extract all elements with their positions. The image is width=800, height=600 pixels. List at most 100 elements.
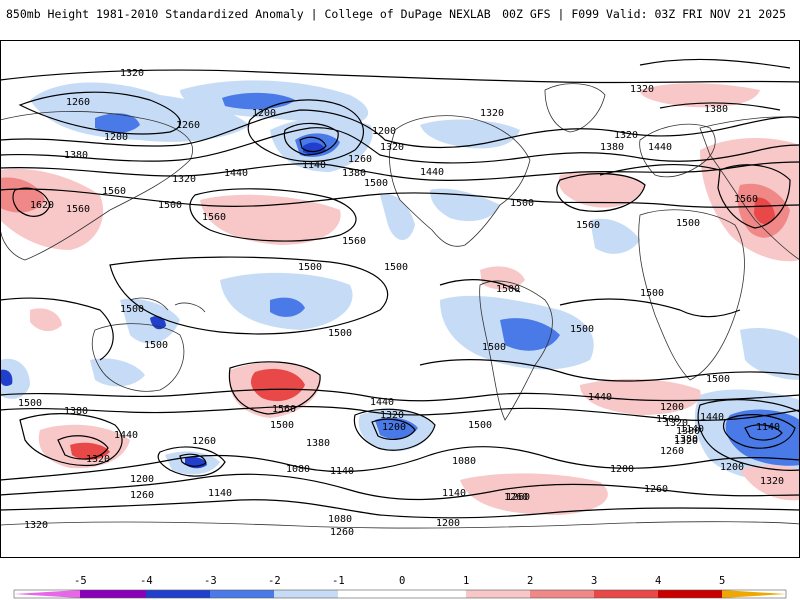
anomaly-area-pos bbox=[30, 308, 62, 332]
contour-label: 1380 bbox=[64, 150, 88, 161]
contour-label: 1260 bbox=[192, 436, 216, 447]
colorbar-tick-label: -2 bbox=[268, 575, 281, 587]
contour-label: 1560 bbox=[66, 204, 90, 215]
anomaly-area-neg bbox=[222, 92, 295, 110]
contour-label: 1440 bbox=[224, 168, 248, 179]
colorbar-seg-zero-pos bbox=[402, 590, 466, 598]
contour-label: 1380 bbox=[64, 406, 88, 417]
contour-label: 1320 bbox=[172, 174, 196, 185]
coastline-australia bbox=[91, 323, 185, 392]
contour-label: 1200 bbox=[610, 464, 634, 475]
contour-label: 1500 bbox=[676, 218, 700, 229]
contour-label: 1380 bbox=[600, 142, 624, 153]
contour-label: 1560 bbox=[102, 186, 126, 197]
colorbar-tick-label: 1 bbox=[463, 575, 469, 587]
anomaly-area-neg bbox=[0, 369, 13, 386]
contour-line bbox=[0, 388, 800, 402]
contour-line bbox=[228, 361, 321, 415]
model-run-info: 00Z GFS | F099 Valid: 03Z FRI NOV 21 202… bbox=[502, 7, 786, 21]
contour-label: 1140 bbox=[756, 422, 780, 433]
colorbar-segments bbox=[13, 589, 787, 599]
coastline-antarctica bbox=[0, 521, 800, 529]
colorbar-tick-label: 5 bbox=[719, 575, 725, 587]
colorbar-seg-pos3 bbox=[594, 590, 658, 598]
contour-line bbox=[744, 424, 783, 441]
colorbar-seg-pos2 bbox=[530, 590, 594, 598]
coastline-indonesia bbox=[129, 297, 206, 313]
contour-label: 1200 bbox=[660, 402, 684, 413]
contour-line bbox=[57, 435, 109, 460]
coastline-africa bbox=[638, 209, 745, 381]
contour-label: 1260 bbox=[330, 527, 354, 538]
anomaly-area-pos bbox=[558, 171, 645, 208]
anomaly-area-neg bbox=[0, 358, 30, 399]
contour-label: 1080 bbox=[286, 464, 310, 475]
contour-line bbox=[299, 136, 327, 153]
anomaly-map: 1320 1260 1200 1260 1380 1320 1200 1140 … bbox=[0, 40, 800, 558]
contour-label: 1320 bbox=[86, 454, 110, 465]
anomaly-area-pos bbox=[580, 378, 701, 415]
contour-label: 1560 bbox=[272, 404, 296, 415]
contour-line bbox=[371, 418, 416, 440]
anomaly-area-neg bbox=[725, 409, 800, 466]
colorbar-tick-label: 4 bbox=[655, 575, 661, 587]
colorbar-seg-neg3 bbox=[146, 590, 210, 598]
coastline-south-america bbox=[479, 280, 553, 421]
contour-label: 1500 bbox=[656, 414, 680, 425]
contour-label: 1320 bbox=[674, 436, 698, 447]
coastlines bbox=[0, 83, 800, 529]
contour-labels: 1320 1260 1200 1260 1380 1320 1200 1140 … bbox=[18, 68, 784, 538]
contour-label: 1500 bbox=[496, 284, 520, 295]
anomaly-area-neg bbox=[95, 113, 140, 133]
contour-line bbox=[0, 69, 800, 84]
contour-label: 1200 bbox=[720, 462, 744, 473]
map-title: 850mb Height 1981-2010 Standardized Anom… bbox=[6, 7, 491, 21]
anomaly-area-neg bbox=[90, 358, 145, 387]
contour-label: 1320 bbox=[120, 68, 144, 79]
contour-label: 1500 bbox=[158, 200, 182, 211]
contour-label: 1140 bbox=[208, 488, 232, 499]
colorbar-seg-pos1 bbox=[466, 590, 530, 598]
colorbar-arrow-right bbox=[722, 590, 786, 598]
anomaly-area-neg bbox=[430, 188, 500, 222]
contour-line bbox=[0, 279, 741, 361]
contour-label: 1440 bbox=[420, 167, 444, 178]
contour-label: 1260 bbox=[644, 484, 668, 495]
contour-label: 1320 bbox=[630, 84, 654, 95]
contour-label: 1200 bbox=[436, 518, 460, 529]
contour-line bbox=[0, 473, 800, 501]
contour-line bbox=[157, 446, 226, 477]
colorbar-tick-label: -4 bbox=[140, 575, 153, 587]
coastline-asia-east bbox=[699, 116, 800, 261]
contour-label: 1560 bbox=[202, 212, 226, 223]
colorbar-tick-label: -1 bbox=[332, 575, 345, 587]
colorbar-seg-neg4 bbox=[80, 590, 146, 598]
contour-label: 1140 bbox=[302, 160, 326, 171]
coastline-north-america bbox=[389, 115, 531, 247]
contour-line bbox=[353, 408, 436, 451]
contour-line bbox=[599, 163, 721, 176]
colorbar-tick-label: 3 bbox=[591, 575, 597, 587]
anomaly-area-neg bbox=[590, 218, 640, 254]
contour-label: 1320 bbox=[664, 418, 688, 429]
contour-label: 1560 bbox=[342, 236, 366, 247]
contour-line bbox=[0, 109, 800, 149]
anomaly-area-neg bbox=[740, 328, 800, 380]
contour-label: 1320 bbox=[24, 520, 48, 531]
contour-label: 1140 bbox=[680, 424, 704, 435]
contour-line bbox=[419, 359, 800, 382]
contour-line bbox=[0, 405, 800, 422]
contour-label: 1440 bbox=[114, 430, 138, 441]
contour-label: 1500 bbox=[384, 262, 408, 273]
contour-label: 1500 bbox=[328, 328, 352, 339]
coastline-greenland bbox=[544, 83, 606, 133]
colorbar-tick-label: -5 bbox=[74, 575, 87, 587]
anomaly-area-neg bbox=[120, 298, 180, 344]
contour-label: 1080 bbox=[452, 456, 476, 467]
contour-line bbox=[18, 91, 181, 135]
contour-line bbox=[19, 413, 123, 467]
contour-label: 1560 bbox=[576, 220, 600, 231]
contour-label: 1260 bbox=[66, 97, 90, 108]
contour-line bbox=[717, 164, 791, 229]
contour-label: 1500 bbox=[482, 342, 506, 353]
